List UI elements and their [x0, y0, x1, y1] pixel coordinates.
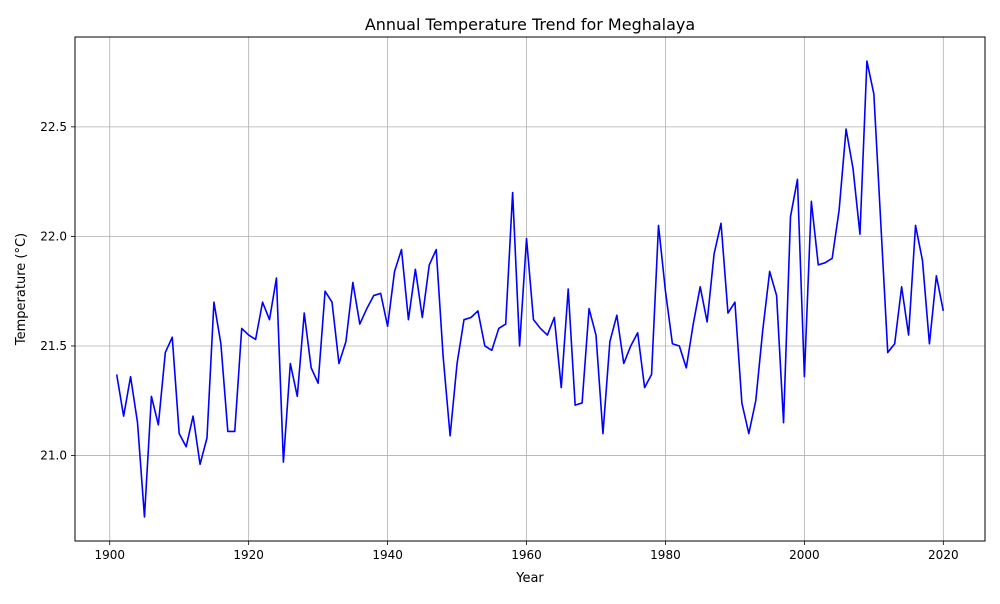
- x-tick-label: 1940: [372, 548, 403, 562]
- plot-area-frame: [74, 36, 986, 542]
- y-tick-label: 22.0: [40, 229, 67, 243]
- y-axis: 21.0 21.5 22.0 22.5: [40, 120, 75, 463]
- x-axis-label: Year: [515, 571, 544, 586]
- x-tick-label: 1920: [233, 548, 264, 562]
- x-tick-label: 2000: [789, 548, 820, 562]
- y-axis-label: Temperature (°C): [14, 233, 29, 346]
- y-tick-label: 21.5: [40, 339, 67, 353]
- x-axis: 1900 1920 1940 1960 1980 2000 2020: [94, 541, 959, 562]
- x-tick-label: 1980: [650, 548, 681, 562]
- x-tick-label: 1960: [511, 548, 542, 562]
- x-tick-label: 1900: [94, 548, 125, 562]
- series-layer: [115, 60, 945, 518]
- x-tick-label: 2020: [928, 548, 959, 562]
- y-tick-label: 21.0: [40, 449, 67, 463]
- y-tick-label: 22.5: [40, 120, 67, 134]
- series-line: [115, 60, 945, 518]
- chart-title: Annual Temperature Trend for Meghalaya: [365, 15, 695, 34]
